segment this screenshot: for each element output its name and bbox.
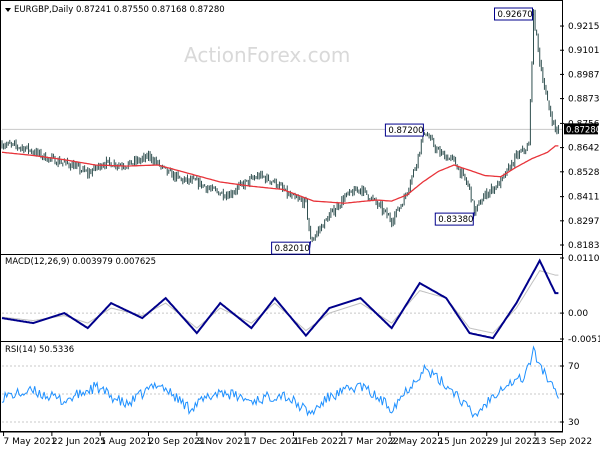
macd-ticks: 0.011023 0.00 -0.005182: [560, 254, 600, 345]
macd-tick-label: -0.005182: [568, 335, 600, 345]
dropdown-triangle-icon: [5, 8, 11, 12]
x-tick-label: 3 Nov 2021: [197, 437, 249, 447]
price-annotations: 0.92670 0.87200 0.83380 0.82010: [271, 7, 534, 255]
price-ticks: 0.921500.910100.898700.887300.875600.864…: [560, 22, 600, 251]
x-tick-label: 29 Jul 2022: [487, 437, 538, 447]
last-price-box: [564, 123, 598, 135]
last-price-label: 0.87280: [566, 125, 600, 135]
annotation-connector: [423, 129, 425, 132]
x-tick-label: 17 Dec 2021: [245, 437, 302, 447]
x-tick-label: 15 Jun 2022: [438, 437, 492, 447]
rsi-line: [1, 345, 559, 419]
price-annotation: 0.83380: [434, 212, 475, 226]
x-tick-label: 5 Aug 2021: [100, 437, 152, 447]
symbol-info: EURGBP,Daily 0.87241 0.87550 0.87168 0.8…: [14, 5, 225, 15]
annotation-label: 0.87200: [388, 126, 423, 136]
price-annotation: 0.92670: [494, 7, 534, 21]
watermark: ActionForex.com: [184, 43, 350, 67]
price-annotation: 0.82010: [271, 241, 312, 255]
macd-panel-frame: [0, 254, 563, 342]
rsi-panel-frame: [0, 341, 563, 432]
price-series: [1, 9, 559, 243]
x-tick-label: 13 Sep 2022: [535, 437, 592, 447]
rsi-tick-label: 30: [568, 418, 580, 428]
annotation-label: 0.83380: [438, 215, 473, 225]
annotation-label: 0.92670: [498, 10, 533, 20]
rsi-tick-label: 70: [568, 362, 580, 372]
macd-line: [1, 258, 559, 340]
macd-label: MACD(12,26,9) 0.003979 0.007625: [5, 257, 156, 267]
moving-average-line: [1, 145, 559, 204]
x-tick-label: 22 Jun 2021: [52, 437, 106, 447]
macd-tick-label: 0.00: [568, 309, 588, 319]
annotation-label: 0.82010: [275, 244, 310, 254]
rsi-ticks: 70 30: [560, 362, 580, 428]
rsi-label: RSI(14) 50.5336: [5, 345, 74, 355]
x-tick-label: 17 Mar 2022: [342, 437, 399, 447]
price-panel-frame: [0, 0, 563, 255]
x-tick-label: 2 May 2022: [390, 437, 443, 447]
rsi-series: [1, 345, 560, 423]
last-price-marker: 0.87280: [2, 123, 600, 135]
x-tick-label: 20 Sep 2021: [149, 437, 206, 447]
annotation-connector: [532, 13, 534, 16]
annotation-connector: [309, 241, 312, 249]
macd-series: [1, 258, 560, 340]
price-annotation: 0.87200: [384, 123, 425, 137]
annotation-connector: [472, 212, 475, 220]
macd-signal-line: [1, 270, 559, 334]
x-tick-label: 1 Feb 2022: [293, 437, 343, 447]
x-tick-label: 7 May 2021: [4, 437, 57, 447]
macd-tick-label: 0.011023: [568, 254, 600, 264]
